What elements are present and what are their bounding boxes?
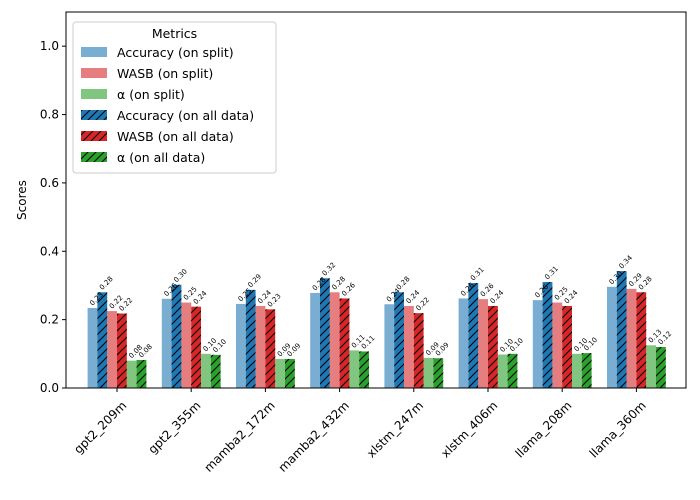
data-label-xlstm_406m-1: 0.31 bbox=[469, 266, 486, 283]
bar-hatch-xlstm_406m-5 bbox=[507, 353, 518, 388]
x-tick-label-xlstm_247m: xlstm_247m bbox=[364, 398, 426, 460]
bar-llama_360m-2 bbox=[626, 288, 637, 388]
legend-label-5: α (on all data) bbox=[117, 150, 205, 165]
x-tick-label-mamba2_432m: mamba2_432m bbox=[276, 398, 352, 474]
legend-frame bbox=[72, 21, 277, 174]
x-tick-label-llama_208m: llama_208m bbox=[513, 398, 575, 460]
data-label-llama_360m-1: 0.34 bbox=[617, 253, 634, 270]
x-tick-label-gpt2_355m: gpt2_355m bbox=[145, 398, 203, 456]
legend-swatch-hatch-1 bbox=[81, 110, 107, 120]
bar-hatch-xlstm_247m-1 bbox=[394, 292, 404, 388]
bar-xlstm_406m-0 bbox=[458, 298, 469, 388]
y-tick-label: 0.6 bbox=[40, 176, 59, 190]
bar-gpt2_355m-4 bbox=[201, 353, 211, 388]
bar-hatch-mamba2_172m-3 bbox=[265, 309, 276, 388]
bar-llama_360m-4 bbox=[646, 345, 656, 388]
legend: Metrics Accuracy (on split) WASB (on split… bbox=[72, 21, 277, 174]
legend-title: Metrics bbox=[152, 26, 197, 41]
bar-hatch-mamba2_432m-1 bbox=[320, 278, 330, 388]
bar-hatch-xlstm_406m-3 bbox=[488, 305, 498, 388]
legend-label-2: WASB (on split) bbox=[117, 66, 213, 81]
bar-llama_208m-2 bbox=[552, 302, 563, 388]
bar-mamba2_432m-2 bbox=[329, 292, 340, 388]
data-label-gpt2_209m-1: 0.28 bbox=[98, 275, 115, 292]
bar-xlstm_247m-4 bbox=[423, 357, 434, 388]
bar-hatch-xlstm_247m-5 bbox=[433, 358, 444, 388]
bar-mamba2_172m-4 bbox=[275, 358, 285, 388]
bar-hatch-mamba2_432m-3 bbox=[339, 298, 350, 388]
bar-hatch-xlstm_406m-1 bbox=[468, 283, 479, 388]
plot-area-frame bbox=[65, 11, 687, 389]
bar-xlstm_247m-2 bbox=[404, 305, 414, 388]
x-tick-label-llama_360m: llama_360m bbox=[587, 398, 649, 460]
bar-hatch-gpt2_355m-1 bbox=[171, 284, 182, 388]
bar-gpt2_209m-4 bbox=[126, 360, 137, 388]
bar-hatch-mamba2_172m-1 bbox=[245, 289, 256, 388]
legend-label-1: Accuracy (on all data) bbox=[117, 108, 254, 123]
bar-gpt2_355m-0 bbox=[161, 298, 172, 388]
legend-label-0: Accuracy (on split) bbox=[117, 45, 234, 60]
data-label-xlstm_247m-1: 0.28 bbox=[395, 275, 412, 292]
bar-xlstm_406m-2 bbox=[478, 299, 488, 388]
bar-xlstm_247m-0 bbox=[384, 304, 395, 388]
bar-hatch-gpt2_355m-5 bbox=[210, 354, 221, 388]
legend-swatch-hatch-3 bbox=[81, 131, 107, 141]
bar-hatch-gpt2_209m-1 bbox=[97, 292, 108, 388]
bar-llama_360m-0 bbox=[607, 286, 617, 388]
legend-label-4: α (on split) bbox=[117, 87, 185, 102]
bar-hatch-gpt2_209m-5 bbox=[136, 359, 147, 388]
y-tick-label: 0.4 bbox=[40, 244, 59, 258]
bar-gpt2_209m-0 bbox=[87, 308, 98, 388]
y-tick-label: 1.0 bbox=[40, 39, 59, 53]
bar-mamba2_172m-0 bbox=[236, 303, 246, 388]
bar-llama_208m-4 bbox=[572, 353, 582, 388]
data-label-llama_208m-1: 0.31 bbox=[543, 265, 560, 282]
bar-hatch-llama_360m-1 bbox=[616, 271, 627, 388]
bar-mamba2_432m-0 bbox=[310, 292, 320, 388]
x-tick-label-mamba2_172m: mamba2_172m bbox=[201, 398, 277, 474]
bar-hatch-gpt2_209m-3 bbox=[117, 313, 127, 388]
bar-mamba2_432m-4 bbox=[349, 350, 360, 388]
y-tick-label: 0.8 bbox=[40, 108, 59, 122]
y-tick-label: 0.2 bbox=[40, 313, 59, 327]
bar-mamba2_172m-2 bbox=[255, 305, 266, 388]
legend-swatch-4 bbox=[81, 89, 107, 99]
bar-hatch-llama_208m-1 bbox=[542, 282, 553, 388]
legend-swatch-0 bbox=[81, 47, 107, 57]
bar-xlstm_406m-4 bbox=[497, 354, 508, 388]
bar-gpt2_355m-2 bbox=[181, 302, 192, 388]
bar-llama_208m-0 bbox=[532, 300, 543, 388]
bar-hatch-llama_208m-3 bbox=[562, 305, 572, 388]
bar-hatch-llama_360m-5 bbox=[656, 346, 666, 388]
data-label-mamba2_172m-1: 0.29 bbox=[246, 273, 263, 290]
bar-hatch-mamba2_432m-5 bbox=[359, 351, 369, 388]
data-label-mamba2_432m-1: 0.32 bbox=[321, 261, 338, 278]
x-tick-label-gpt2_209m: gpt2_209m bbox=[71, 398, 129, 456]
bar-hatch-gpt2_355m-3 bbox=[191, 306, 201, 388]
y-axis-title: Scores bbox=[15, 180, 29, 220]
data-label-gpt2_355m-1: 0.30 bbox=[172, 268, 189, 285]
bar-hatch-mamba2_172m-5 bbox=[285, 358, 295, 388]
y-tick-label: 0.0 bbox=[40, 381, 59, 395]
x-tick-label-xlstm_406m: xlstm_406m bbox=[438, 398, 500, 460]
legend-swatch-2 bbox=[81, 68, 107, 78]
bar-hatch-llama_208m-5 bbox=[581, 353, 592, 388]
legend-label-3: WASB (on all data) bbox=[117, 129, 234, 144]
bar-gpt2_209m-2 bbox=[107, 311, 117, 388]
bar-hatch-xlstm_247m-3 bbox=[413, 313, 424, 388]
legend-swatch-hatch-5 bbox=[81, 152, 107, 162]
bar-hatch-llama_360m-3 bbox=[636, 292, 647, 388]
